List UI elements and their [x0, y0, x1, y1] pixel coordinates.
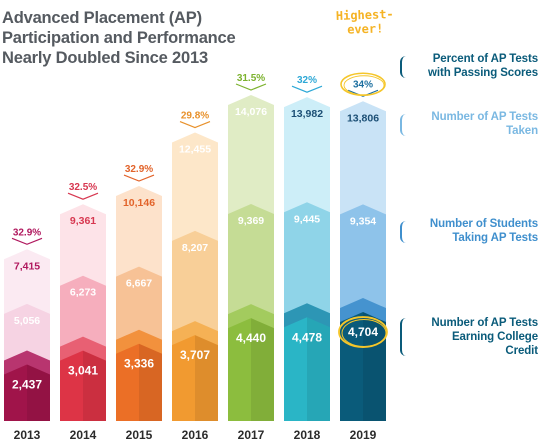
pct-highlight-circle	[340, 72, 386, 97]
taken-label-2013: 7,415	[14, 260, 40, 272]
legend-students-line-2: Taking AP Tests	[452, 232, 538, 244]
year-label-2019: 2019	[350, 428, 377, 441]
credit-label-2015: 3,336	[124, 357, 154, 371]
credit-highlight-circle-inner	[341, 319, 387, 348]
legend-pct-passing: Percent of AP Tests with Passing Scores	[404, 52, 538, 80]
taken-label-2015: 10,146	[123, 197, 155, 209]
credit-bar-2016	[172, 335, 218, 421]
taken-label-2019: 13,806	[347, 112, 379, 124]
pct-label-2016: 29.8%	[181, 111, 209, 122]
students-label-2016: 8,207	[182, 242, 208, 254]
pct-chevron-2015	[123, 174, 155, 182]
legend-credit-line-1: Number of AP Tests	[431, 317, 538, 329]
annotation-line-1: Highest-	[335, 7, 394, 24]
credit-bar-2018	[284, 317, 330, 421]
credit-label-2016: 3,707	[180, 348, 210, 362]
credit-bar-shade-2016	[195, 335, 218, 421]
taken-label-2016: 12,455	[179, 144, 211, 156]
year-label-2016: 2016	[182, 428, 209, 441]
year-label-2018: 2018	[294, 428, 321, 441]
title-line-2: Participation and Performance	[2, 29, 236, 47]
year-label-2017: 2017	[238, 428, 265, 441]
year-label-2013: 2013	[14, 428, 41, 441]
credit-bar-shade-2018	[307, 317, 330, 421]
pct-chevron-2017	[235, 83, 267, 91]
year-label-2014: 2014	[70, 428, 97, 441]
pct-highlight-circle-inner	[343, 75, 385, 96]
title-line-3: Nearly Doubled Since 2013	[2, 49, 208, 67]
legend-bracket-pct	[400, 56, 406, 78]
legend-credit-line-2: Earning College	[451, 331, 538, 343]
legend-bracket-credit	[400, 318, 406, 356]
credit-bar-2017	[228, 318, 274, 421]
taken-label-2017: 14,076	[235, 106, 267, 118]
legend-taken-line-2: Taken	[506, 125, 538, 137]
credit-bar-shade-2017	[251, 318, 274, 421]
legend-pct-line-1: Percent of AP Tests	[432, 53, 538, 65]
credit-bar-2013	[4, 364, 50, 421]
credit-bar-2014	[60, 350, 106, 421]
pct-label-2018: 32%	[297, 75, 317, 86]
chart-title: Advanced Placement (AP) Participation an…	[2, 8, 272, 68]
taken-label-2018: 13,982	[291, 108, 323, 120]
pct-chevron-2019	[347, 89, 379, 97]
pct-label-2019: 34%	[353, 79, 373, 90]
credit-bar-shade-2013	[27, 364, 50, 421]
credit-label-2017: 4,440	[236, 331, 266, 345]
annotation-line-2: ever!	[346, 21, 384, 37]
credit-highlight-circle	[338, 316, 388, 348]
pct-label-2013: 32.9%	[13, 227, 41, 238]
legend-pct-line-2: with Passing Scores	[428, 67, 538, 79]
legend-college-credit: Number of AP Tests Earning College Credi…	[404, 316, 538, 358]
legend-bracket-taken	[400, 114, 406, 136]
pct-chevron-2013	[11, 237, 43, 245]
credit-bar-2019	[340, 312, 386, 421]
pct-label-2017: 31.5%	[237, 73, 265, 84]
credit-label-2019: 4,704	[348, 325, 378, 339]
credit-label-2013: 2,437	[12, 378, 42, 392]
pct-chevron-2014	[67, 192, 99, 200]
pct-chevron-2016	[179, 120, 211, 129]
legend-credit-line-3: Credit	[505, 345, 538, 357]
students-label-2018: 9,445	[294, 213, 320, 225]
pct-label-2014: 32.5%	[69, 182, 97, 193]
credit-bar-2015	[116, 343, 162, 421]
pct-label-2015: 32.9%	[125, 164, 153, 175]
legend-tests-taken: Number of AP Tests Taken	[404, 110, 538, 138]
credit-label-2014: 3,041	[68, 364, 98, 378]
credit-label-2018: 4,478	[292, 330, 322, 344]
legend-students: Number of Students Taking AP Tests	[404, 217, 538, 245]
students-label-2015: 6,667	[126, 278, 152, 290]
credit-bar-shade-2015	[139, 343, 162, 421]
legend-bracket-students	[400, 221, 406, 243]
highest-ever-annotation: Highest- ever!	[330, 7, 401, 37]
taken-label-2014: 9,361	[70, 215, 96, 227]
credit-bar-shade-2019	[363, 312, 386, 421]
students-label-2013: 5,056	[14, 315, 40, 327]
students-label-2014: 6,273	[70, 287, 96, 299]
credit-bar-shade-2014	[83, 350, 106, 421]
title-line-1: Advanced Placement (AP)	[2, 9, 202, 27]
legend-students-line-1: Number of Students	[429, 218, 538, 230]
students-label-2017: 9,369	[238, 215, 264, 227]
year-label-2015: 2015	[126, 428, 153, 441]
legend-taken-line-1: Number of AP Tests	[431, 111, 538, 123]
pct-chevron-2018	[291, 85, 323, 93]
students-label-2019: 9,354	[350, 215, 376, 227]
